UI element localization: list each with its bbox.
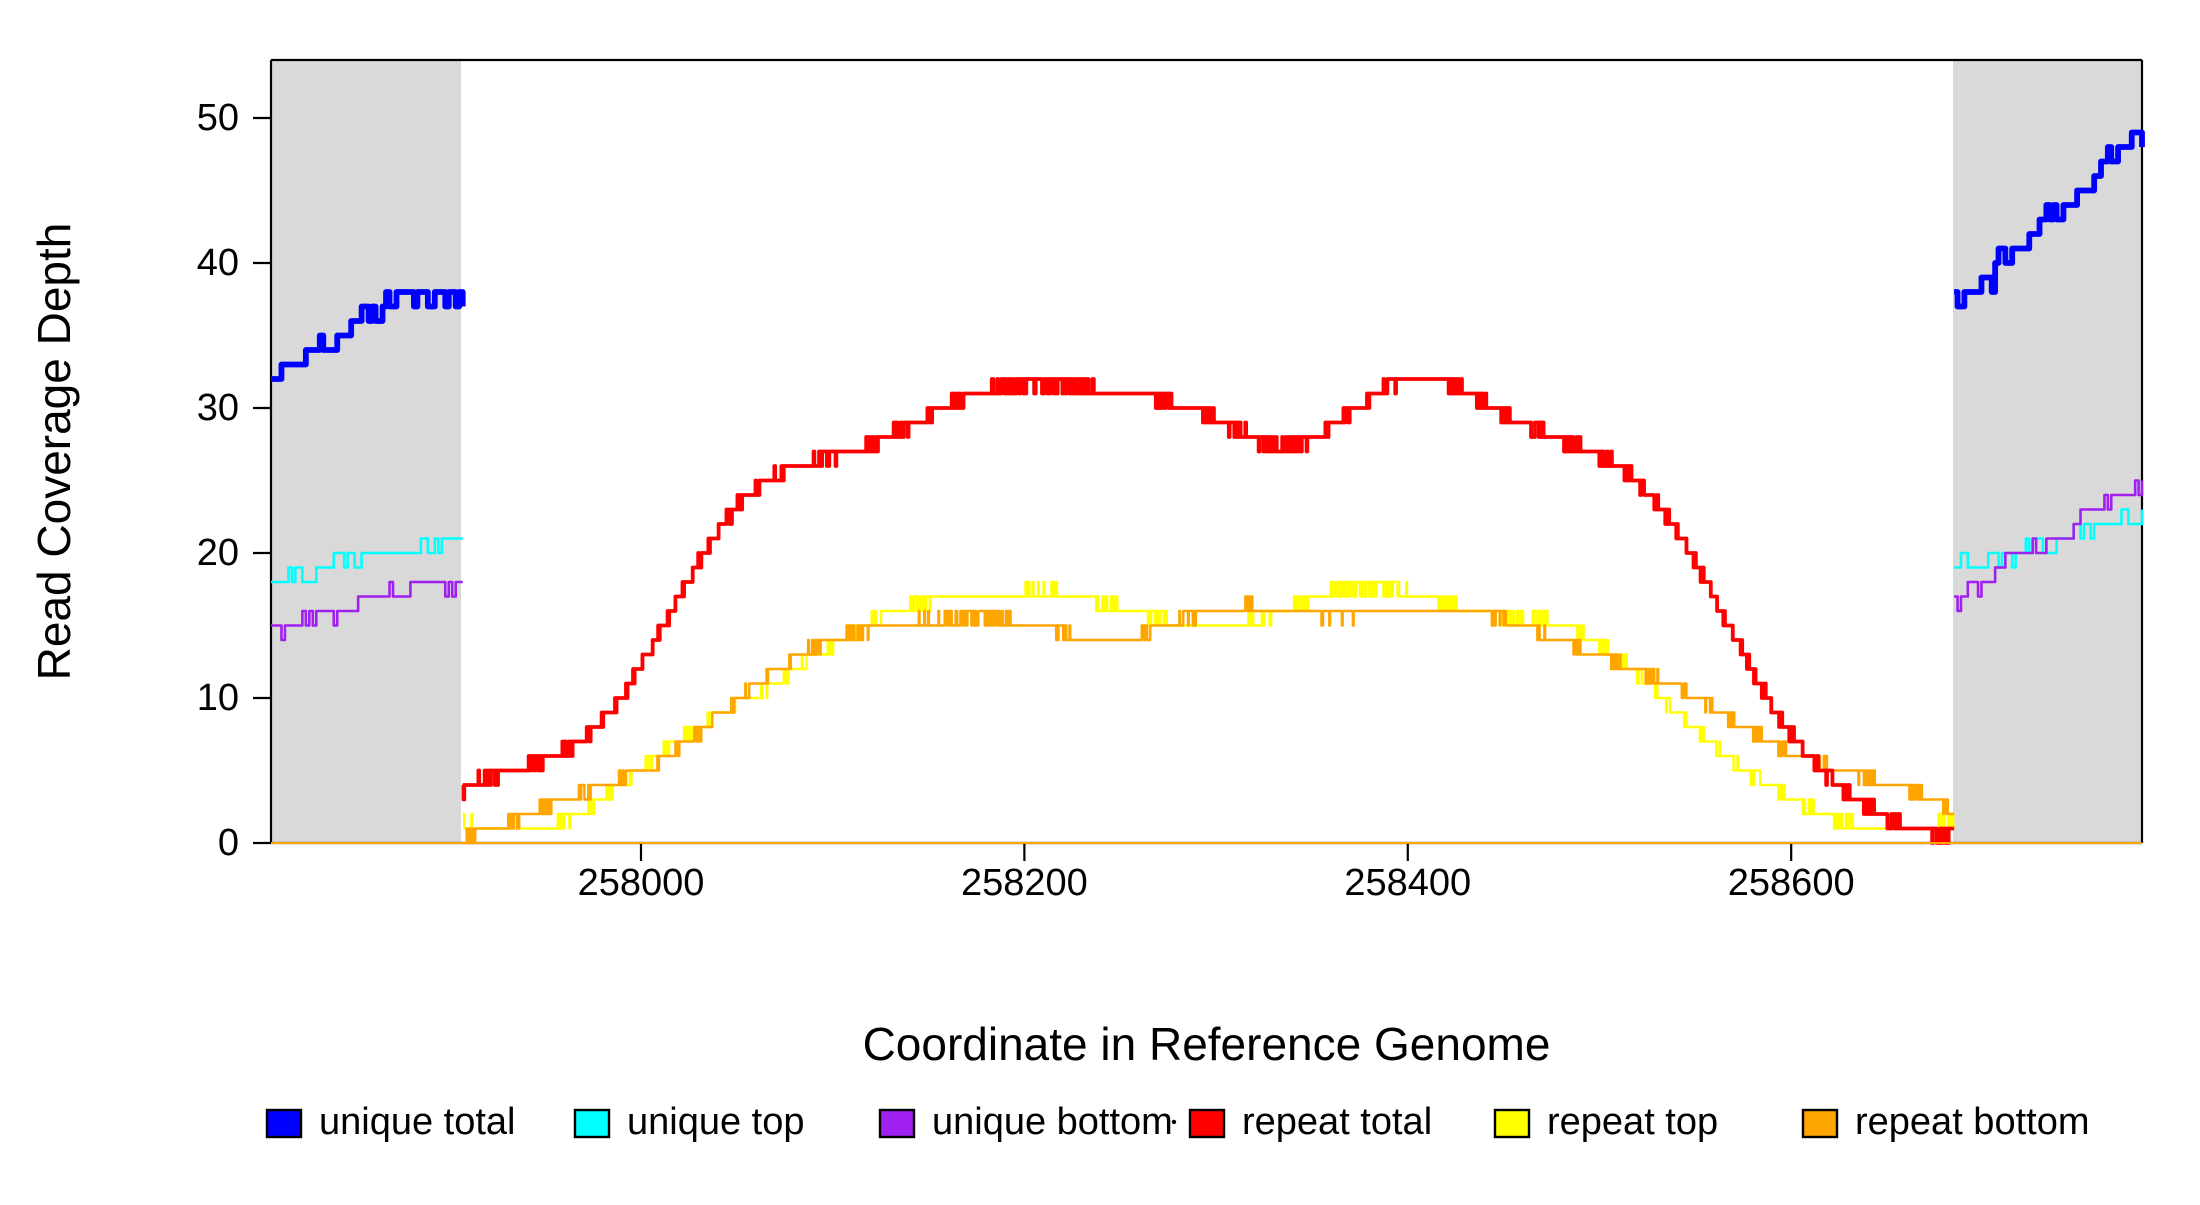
svg-text:258000: 258000 xyxy=(578,862,705,904)
svg-text:258400: 258400 xyxy=(1344,862,1471,904)
svg-text:258200: 258200 xyxy=(961,862,1088,904)
svg-text:Read Coverage Depth: Read Coverage Depth xyxy=(28,223,80,681)
svg-text:50: 50 xyxy=(197,97,239,139)
svg-text:258600: 258600 xyxy=(1728,862,1855,904)
svg-text:repeat total: repeat total xyxy=(1242,1101,1432,1143)
svg-text:Coordinate in Reference Genome: Coordinate in Reference Genome xyxy=(863,1018,1551,1070)
svg-text:unique bottom: unique bottom xyxy=(932,1101,1173,1143)
svg-text:unique top: unique top xyxy=(627,1101,805,1143)
svg-text:repeat top: repeat top xyxy=(1547,1101,1718,1143)
svg-text:20: 20 xyxy=(197,532,239,574)
svg-text:10: 10 xyxy=(197,677,239,719)
svg-text:30: 30 xyxy=(197,387,239,429)
svg-text:unique total: unique total xyxy=(319,1101,516,1143)
svg-text:40: 40 xyxy=(197,242,239,284)
svg-text:repeat bottom: repeat bottom xyxy=(1855,1101,2089,1143)
svg-text:0: 0 xyxy=(218,822,239,864)
